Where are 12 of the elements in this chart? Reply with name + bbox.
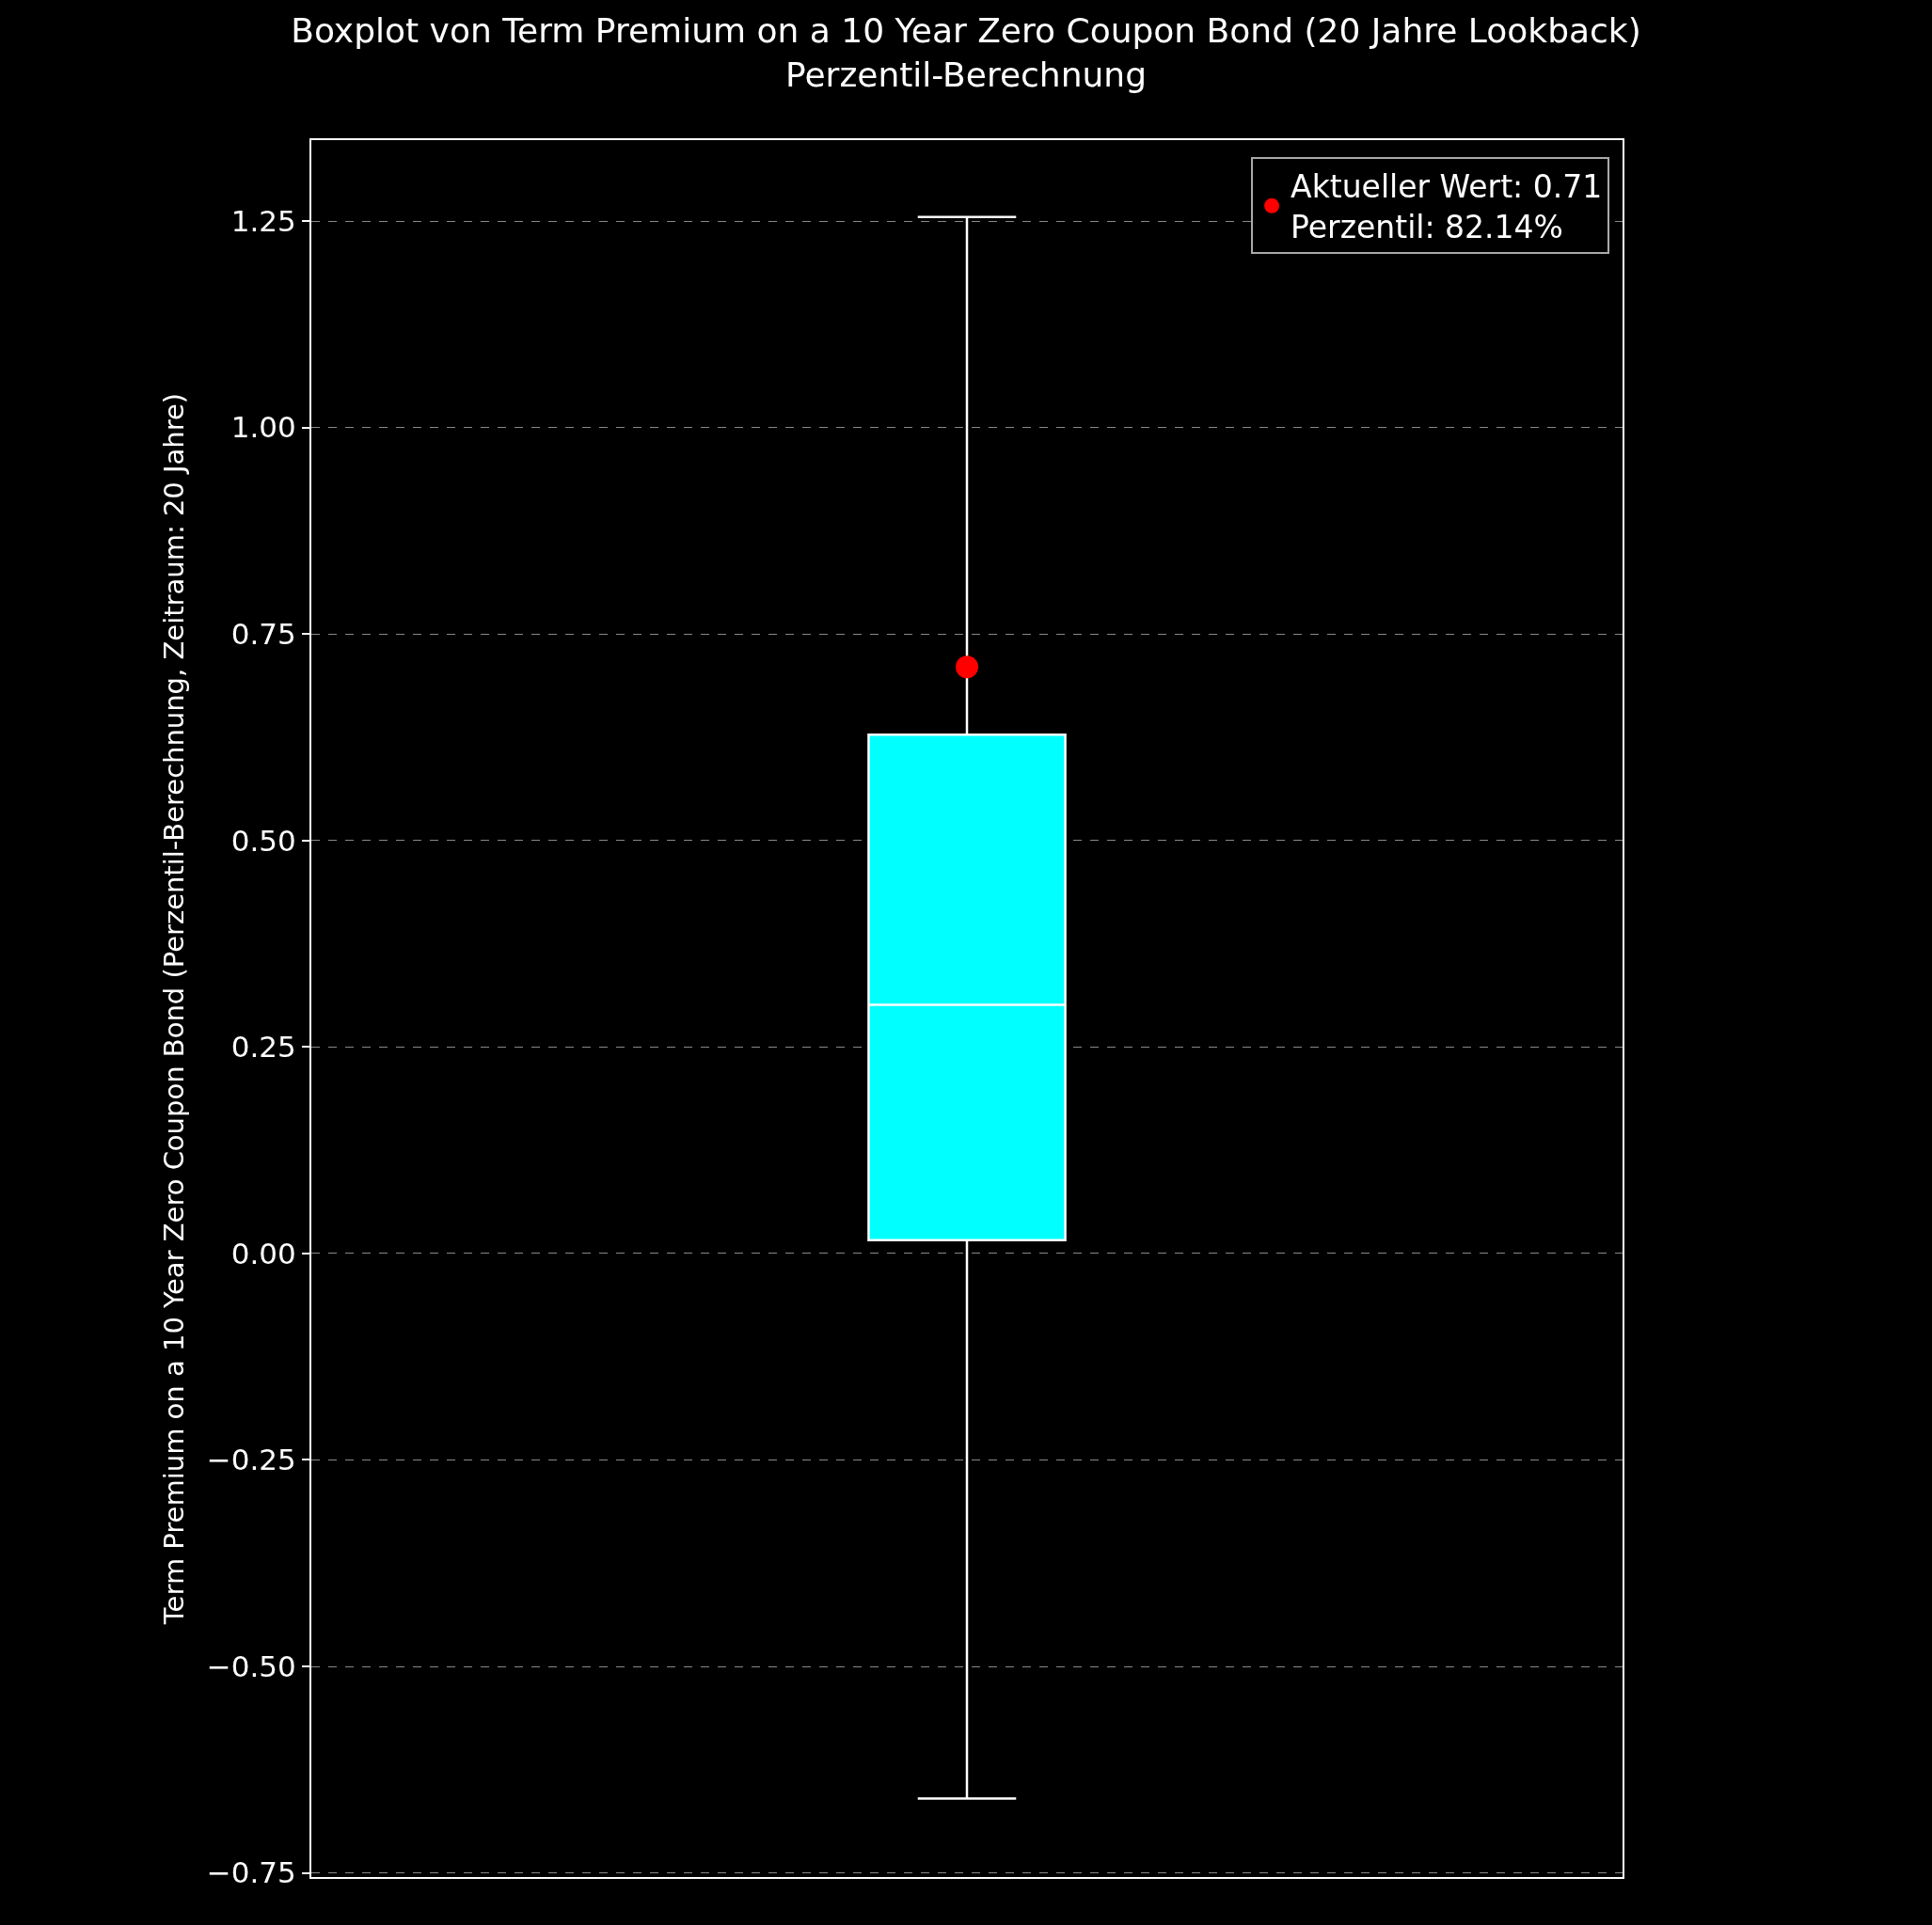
chart-title: Boxplot von Term Premium on a 10 Year Zero Coupon Bond (20 Jahre Lookback) Perzentil-Berechnung (291, 11, 1641, 94)
y-tick-label: −0.25 (206, 1443, 296, 1477)
y-tick-label: 1.00 (230, 410, 296, 445)
y-tick-label: 0.75 (230, 617, 296, 652)
y-tick-label: 0.50 (230, 823, 296, 858)
legend-label: Aktueller Wert: 0.71 Perzentil: 82.14% (1291, 168, 1603, 246)
y-tick-label: −0.75 (206, 1855, 296, 1890)
y-tick-label: −0.50 (206, 1649, 296, 1683)
y-axis-title: Term Premium on a 10 Year Zero Coupon Bond (Perzentil-Berechnung, Zeitraum: 20 Jahre) (157, 392, 190, 1626)
y-tick-label: 1.25 (230, 203, 296, 238)
y-tick-label: 0.25 (230, 1030, 296, 1065)
y-tick-label: 0.00 (230, 1236, 296, 1270)
